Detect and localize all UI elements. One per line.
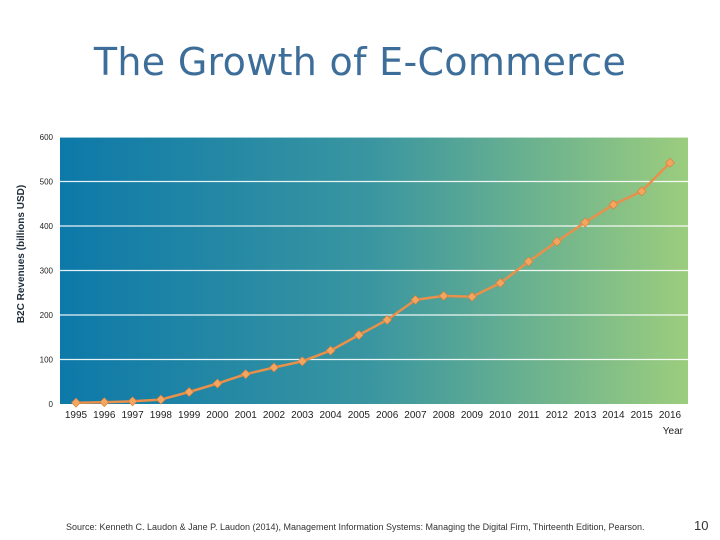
y-tick-label: 400	[40, 222, 54, 231]
data-point-marker	[325, 345, 336, 356]
x-tick-label: 2004	[319, 410, 342, 421]
data-point-marker	[71, 397, 81, 408]
y-tick-label: 0	[49, 400, 54, 409]
x-tick-label: 2010	[489, 410, 512, 421]
x-tick-label: 1995	[65, 410, 88, 421]
x-tick-label: 2001	[235, 410, 258, 421]
y-axis-label: B2C Revenues (billions USD)	[16, 185, 27, 323]
data-point-marker	[155, 394, 166, 405]
source-citation: Source: Kenneth C. Laudon & Jane P. Laud…	[66, 522, 645, 532]
y-tick-label: 600	[40, 133, 54, 142]
data-point-marker	[495, 278, 506, 288]
y-tick-label: 300	[40, 267, 54, 276]
slide-title: The Growth of E-Commerce	[93, 40, 627, 84]
x-tick-label: 2008	[433, 410, 456, 421]
data-point-marker	[99, 397, 110, 408]
x-tick-label: 2000	[206, 410, 229, 421]
data-point-marker	[665, 157, 675, 168]
data-point-marker	[240, 369, 251, 380]
y-tick-label: 200	[40, 311, 54, 320]
data-point-marker	[297, 356, 308, 367]
y-tick-label: 100	[40, 356, 54, 365]
x-tick-label: 1997	[121, 410, 144, 421]
data-point-marker	[410, 294, 421, 305]
x-tick-label: 2007	[404, 410, 427, 421]
x-tick-label: 2002	[263, 410, 286, 421]
x-tick-label: 2011	[518, 410, 540, 421]
x-axis-label: Year	[663, 426, 684, 437]
x-tick-label: 2003	[291, 410, 314, 421]
data-point-marker	[382, 314, 393, 325]
data-point-marker	[353, 330, 364, 340]
data-point-marker	[438, 290, 449, 301]
x-tick-label: 2009	[461, 410, 484, 421]
data-point-marker	[212, 378, 223, 389]
x-tick-label: 2013	[574, 410, 597, 421]
data-point-marker	[467, 291, 477, 302]
data-point-marker	[608, 199, 619, 210]
x-tick-label: 2012	[546, 410, 569, 421]
x-tick-label: 2006	[376, 410, 399, 421]
data-point-marker	[127, 396, 138, 407]
x-tick-label: 1996	[93, 410, 116, 421]
revenue-line-chart: 0 100 200 300 400 500 600 1995 1996 1997 1998 1999…	[16, 133, 688, 437]
data-point-marker	[580, 217, 591, 228]
y-tick-label: 500	[40, 178, 54, 187]
data-point-marker	[269, 362, 279, 373]
x-tick-label: 2014	[602, 410, 625, 421]
revenue-series-line	[75, 161, 671, 404]
x-tick-label: 1999	[178, 410, 201, 421]
data-point-marker	[184, 387, 195, 397]
x-tick-label: 1998	[150, 410, 173, 421]
x-tick-label: 2016	[659, 410, 682, 421]
data-point-marker	[523, 256, 534, 267]
data-point-marker	[551, 236, 562, 247]
x-tick-label: 2015	[631, 410, 654, 421]
page-number: 10	[694, 518, 709, 533]
x-tick-label: 2005	[348, 410, 371, 421]
data-point-marker	[636, 186, 647, 197]
